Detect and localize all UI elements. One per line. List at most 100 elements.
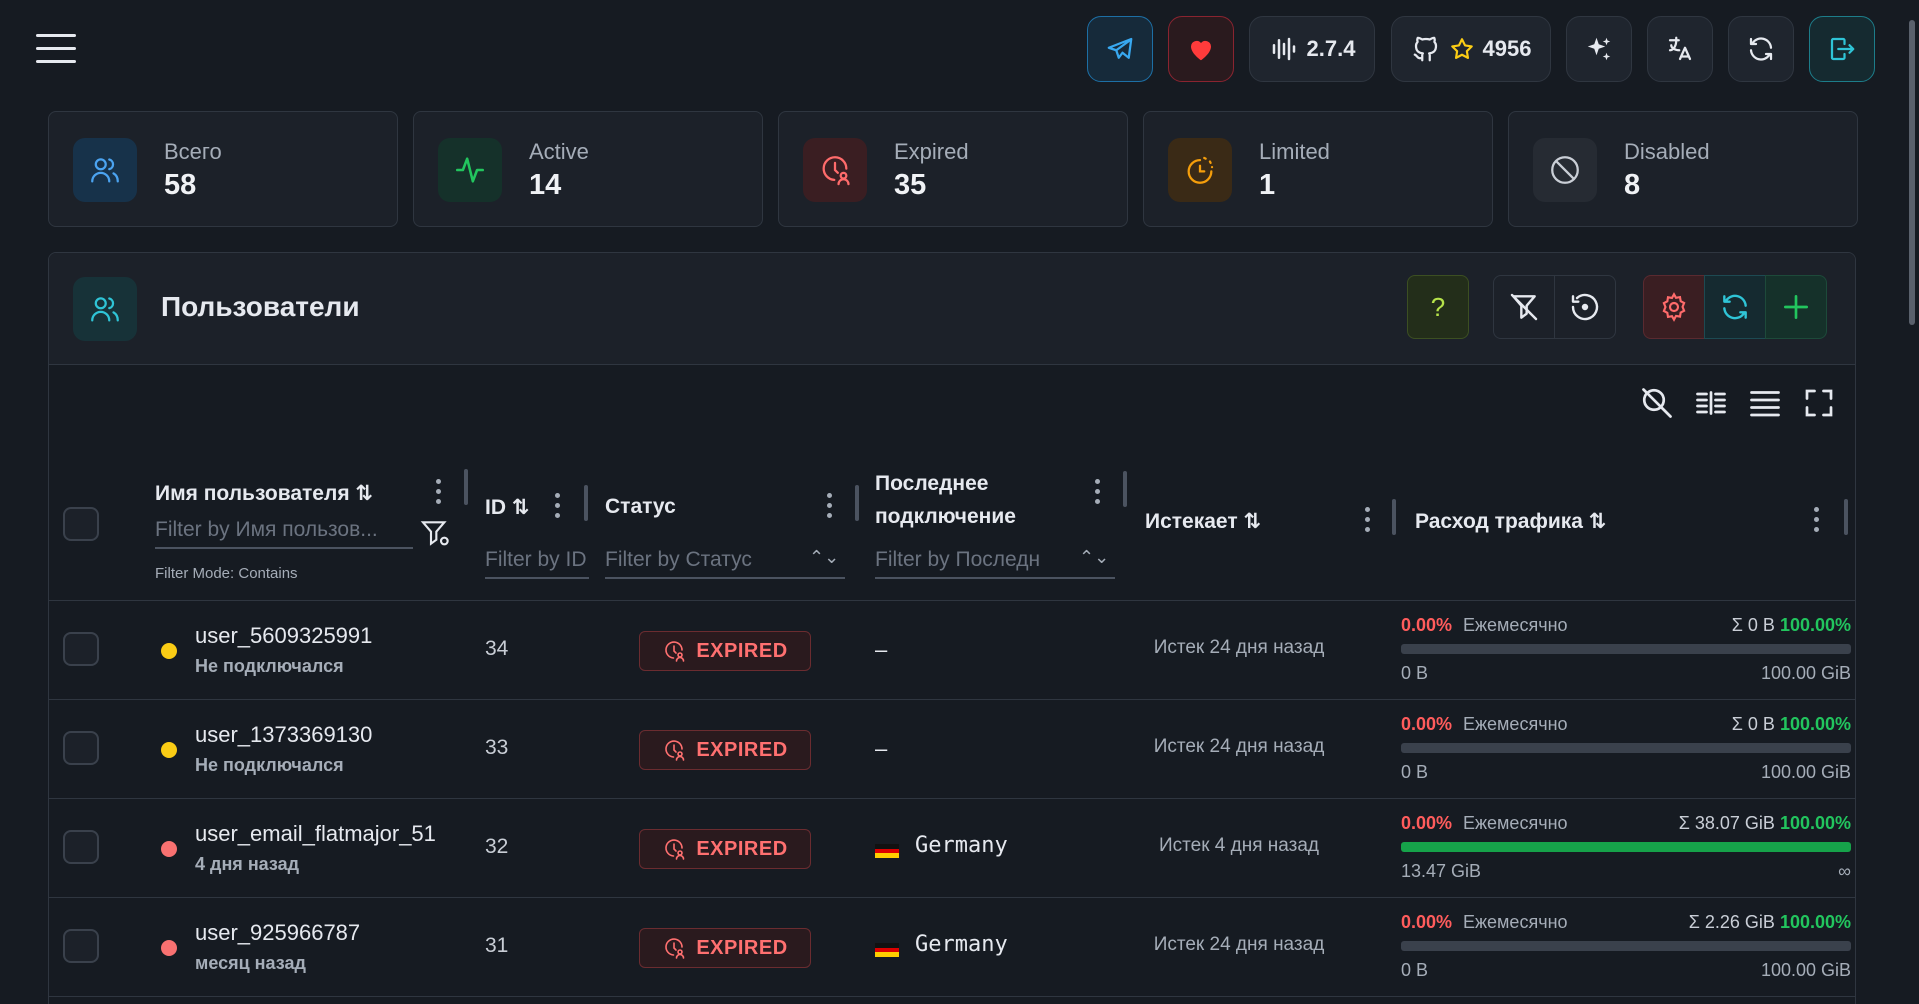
sync-icon [1723, 294, 1747, 320]
status-badge: EXPIRED [639, 928, 811, 968]
stat-label: Active [529, 139, 589, 164]
version-button[interactable]: 2.7.4 [1249, 16, 1375, 82]
traffic-progress-fill [1401, 842, 1851, 852]
filter-last-select[interactable] [875, 543, 1115, 579]
table-row[interactable]: user_5609325991 Не подключался 34 EXPIRED – И… [49, 601, 1855, 700]
col-menu-icon[interactable] [1365, 507, 1371, 535]
reset-button[interactable] [1554, 275, 1616, 339]
username[interactable]: user_email_flatmajor_51 [195, 821, 436, 846]
traffic-progress-bar [1401, 842, 1851, 852]
columns-icon[interactable] [1693, 385, 1729, 421]
username[interactable]: user_925966787 [195, 920, 361, 945]
logout-button[interactable] [1809, 16, 1875, 82]
traffic-total: Σ 0 B 100.00% [1731, 714, 1851, 734]
traffic-used: 0 B [1401, 663, 1429, 683]
last-seen: Не подключался [195, 656, 344, 676]
version-label: 2.7.4 [1306, 36, 1356, 61]
row-checkbox[interactable] [63, 731, 99, 765]
stat-label: Limited [1259, 139, 1330, 164]
traffic-progress-bar [1401, 644, 1851, 654]
help-label: ? [1430, 291, 1446, 322]
col-last-connection[interactable]: Последнее подключение [875, 472, 1016, 528]
filter-id-input[interactable] [485, 543, 589, 579]
col-resizer[interactable] [1844, 499, 1848, 535]
user-id: 31 [485, 934, 509, 957]
user-id: 34 [485, 637, 509, 660]
germany-flag-icon [875, 943, 899, 957]
row-checkbox[interactable] [63, 830, 99, 864]
col-menu-icon[interactable] [1814, 507, 1820, 535]
col-username[interactable]: Имя пользователя ⇅ [155, 482, 374, 505]
traffic-total: Σ 2.26 GiB 100.00% [1688, 912, 1851, 932]
col-menu-icon[interactable] [827, 493, 833, 521]
col-resizer[interactable] [584, 485, 588, 521]
telegram-button[interactable] [1087, 16, 1153, 82]
last-seen: Не подключался [195, 755, 344, 775]
col-expires[interactable]: Истекает ⇅ [1145, 510, 1262, 533]
table-row[interactable]: user_1373369130 Не подключался 33 EXPIRED – И… [49, 700, 1855, 799]
last-connection: – [875, 736, 888, 761]
filter-settings-icon[interactable] [419, 517, 451, 549]
col-resizer[interactable] [464, 469, 468, 505]
col-menu-icon[interactable] [555, 493, 561, 521]
row-checkbox[interactable] [63, 929, 99, 963]
help-button[interactable]: ? [1407, 275, 1469, 339]
last-connection-country: Germany [915, 833, 1008, 858]
filter-status-select[interactable] [605, 543, 845, 579]
clock-user-icon [665, 938, 685, 959]
row-checkbox[interactable] [63, 632, 99, 666]
expires-text: Истек 4 дня назад [1158, 835, 1319, 856]
settings-button[interactable] [1643, 275, 1705, 339]
fullscreen-icon[interactable] [1801, 385, 1837, 421]
logout-icon [1830, 37, 1855, 61]
expires-text: Истек 24 дня назад [1153, 637, 1325, 658]
ai-button[interactable] [1566, 16, 1632, 82]
refresh-button[interactable] [1728, 16, 1794, 82]
col-traffic[interactable]: Расход трафика ⇅ [1415, 510, 1607, 533]
col-resizer[interactable] [1392, 499, 1396, 535]
traffic-used: 13.47 GiB [1401, 861, 1482, 881]
col-resizer[interactable] [855, 485, 859, 521]
table-header: Имя пользователя ⇅ Filter Mode: Contains… [49, 443, 1855, 601]
stat-value: 58 [164, 169, 197, 201]
traffic-percent: 0.00% [1401, 714, 1453, 734]
sparkles-icon [1587, 37, 1611, 61]
menu-icon[interactable] [36, 34, 76, 64]
traffic-percent: 0.00% [1401, 813, 1453, 833]
col-resizer[interactable] [1123, 471, 1127, 507]
add-user-button[interactable] [1765, 275, 1827, 339]
star-icon [1450, 38, 1473, 59]
col-id[interactable]: ID ⇅ [485, 496, 530, 519]
timer-icon [1168, 138, 1232, 202]
select-all-checkbox[interactable] [63, 507, 99, 541]
language-button[interactable] [1647, 16, 1713, 82]
translate-icon [1668, 36, 1692, 61]
users-icon [73, 138, 137, 202]
table-row[interactable]: user_email_flatmajor_51 4 дня назад 32 EXPI… [49, 799, 1855, 898]
user-id: 33 [485, 736, 509, 759]
github-button[interactable]: 4956 [1391, 16, 1551, 82]
clear-filters-button[interactable] [1493, 275, 1555, 339]
gear-icon [1662, 292, 1686, 322]
table-row[interactable]: user_925966787 месяц назад 31 EXPIRED German… [49, 898, 1855, 997]
sync-button[interactable] [1704, 275, 1766, 339]
online-status-dot [161, 841, 177, 857]
plus-icon [1784, 295, 1808, 319]
density-icon[interactable] [1747, 385, 1783, 421]
scrollbar[interactable] [1909, 20, 1915, 325]
username[interactable]: user_5609325991 [195, 623, 373, 648]
col-status[interactable]: Статус [605, 495, 676, 518]
traffic-progress-bar [1401, 941, 1851, 951]
stat-value: 14 [529, 169, 562, 201]
col-menu-icon[interactable] [1095, 479, 1101, 507]
refresh-icon [1749, 37, 1773, 61]
stat-value: 35 [894, 169, 927, 201]
ban-icon [1533, 138, 1597, 202]
filter-username-input[interactable] [155, 513, 413, 549]
hide-search-icon[interactable] [1639, 385, 1675, 421]
username[interactable]: user_1373369130 [195, 722, 373, 747]
donate-button[interactable] [1168, 16, 1234, 82]
col-menu-icon[interactable] [436, 479, 442, 507]
stat-limited: Limited 1 [1143, 111, 1493, 227]
traffic-percent: 0.00% [1401, 615, 1453, 635]
